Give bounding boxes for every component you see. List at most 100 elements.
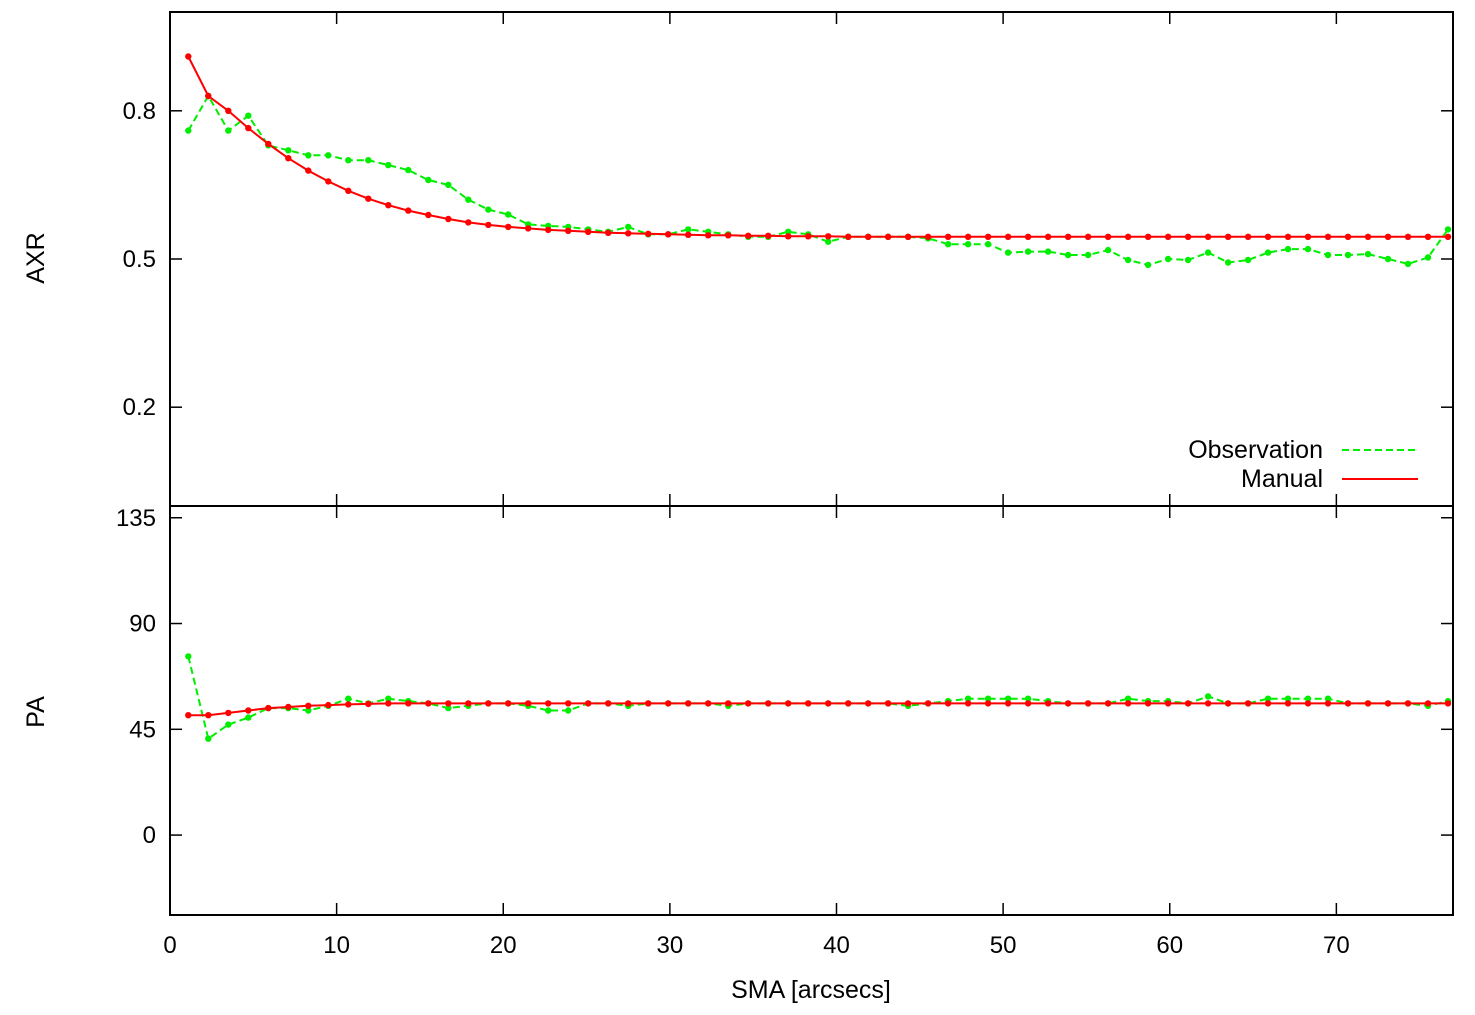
series-observation-point [984, 241, 992, 248]
series-manual-point [1324, 233, 1332, 240]
series-manual-point [205, 92, 212, 100]
legend: Observation Manual [1188, 436, 1418, 493]
series-manual-point [605, 700, 612, 707]
series-observation-point [1124, 256, 1132, 264]
y-tick-label: 0.5 [123, 246, 156, 273]
series-manual-point [685, 231, 692, 238]
series-manual-point [625, 700, 632, 707]
series-manual-point [645, 230, 652, 237]
series-manual-point [445, 700, 452, 707]
series-manual-point [1284, 233, 1292, 240]
series-manual-point [1304, 233, 1312, 240]
series-observation-point [305, 152, 312, 159]
series-manual-point [605, 229, 612, 236]
series-observation-point [785, 228, 792, 235]
series-observation-point [625, 223, 632, 231]
series-observation-point [1264, 695, 1272, 702]
x-tick-label: 50 [990, 932, 1017, 959]
series-manual-point [1124, 233, 1132, 240]
series-manual-point [845, 233, 852, 240]
series-manual-point [325, 701, 332, 709]
y-axis-title-axr: AXR [22, 232, 50, 283]
series-manual-point [685, 700, 692, 707]
series-observation-point [1404, 260, 1412, 268]
series-manual-point [185, 53, 192, 60]
series-manual-point [365, 195, 372, 202]
series-manual-point [385, 202, 392, 209]
series-observation-point [1304, 245, 1312, 253]
series-observation-point [385, 695, 392, 702]
series-observation-point [984, 695, 992, 702]
series-observation-point [545, 707, 552, 714]
series-manual-point [924, 233, 932, 240]
series-manual-point [1164, 233, 1172, 240]
series-observation-point [944, 241, 952, 248]
series-manual-point [1044, 233, 1052, 240]
series-manual-point [1004, 233, 1012, 240]
series-manual-point [984, 700, 992, 707]
series-observation-point [1064, 251, 1072, 259]
series-manual-point [1144, 233, 1152, 240]
series-manual-point [1084, 233, 1092, 240]
series-observation-point [565, 707, 572, 714]
series-observation-point [205, 735, 212, 742]
series-manual-point [565, 700, 572, 707]
series-manual-point [884, 233, 892, 240]
series-manual-point [285, 155, 292, 162]
series-manual-point [205, 712, 212, 719]
series-observation-point [385, 161, 392, 169]
series-manual-point [904, 233, 912, 240]
series-manual-point [305, 167, 312, 174]
series-observation-point [465, 196, 472, 203]
series-observation-point [485, 206, 492, 213]
series-manual-point [665, 700, 672, 707]
series-observation-point [505, 211, 512, 218]
series-manual-point [405, 207, 412, 214]
series-manual-point [1344, 233, 1352, 240]
axr-panel: 0.2 0.5 0.8 [123, 11, 1454, 507]
series-manual-point [1064, 700, 1072, 707]
series-manual-point [545, 226, 552, 234]
series-observation-point [1164, 255, 1172, 263]
series-observation-point [1424, 254, 1432, 261]
series-observation-line [187, 94, 1449, 266]
series-manual-point [705, 232, 712, 239]
series-manual-point [305, 702, 312, 709]
series-observation-point [365, 157, 372, 164]
series-observation-point [1384, 255, 1392, 263]
series-observation-point [1124, 695, 1132, 702]
series-manual-point [1204, 700, 1212, 707]
x-tick-label: 70 [1323, 932, 1350, 959]
series-manual-point [345, 187, 352, 194]
series-manual-point [445, 215, 452, 223]
series-manual-point [944, 700, 952, 707]
series-manual-point [1124, 700, 1132, 707]
y-tick-label: 0.2 [123, 394, 156, 421]
x-tick-label: 40 [823, 932, 850, 959]
series-manual-point [1344, 700, 1352, 707]
series-manual-point [365, 700, 372, 708]
series-observation-point [685, 226, 692, 233]
x-tick-label: 0 [163, 932, 176, 959]
series-manual-point [1304, 700, 1312, 707]
series-manual-point [1424, 700, 1432, 707]
series-observation-point [1084, 251, 1092, 259]
series-manual-point [425, 700, 432, 707]
series-manual-point [825, 233, 832, 240]
series-observation-point [1224, 259, 1232, 266]
series-manual-point [1264, 233, 1272, 240]
series-observation-point [1004, 695, 1012, 702]
series-manual-point [964, 233, 972, 240]
series-observation-point [245, 714, 252, 721]
series-manual-point [1444, 233, 1452, 240]
series-manual-point [805, 700, 812, 707]
series-observation-point [345, 157, 352, 164]
series-manual-point [904, 700, 912, 707]
series-manual-point [964, 700, 972, 707]
series-manual-point [485, 221, 492, 229]
series-manual-point [405, 700, 412, 707]
series-manual-point [1204, 233, 1212, 240]
legend-label-observation: Observation [1188, 436, 1323, 464]
series-manual-point [1244, 233, 1252, 240]
